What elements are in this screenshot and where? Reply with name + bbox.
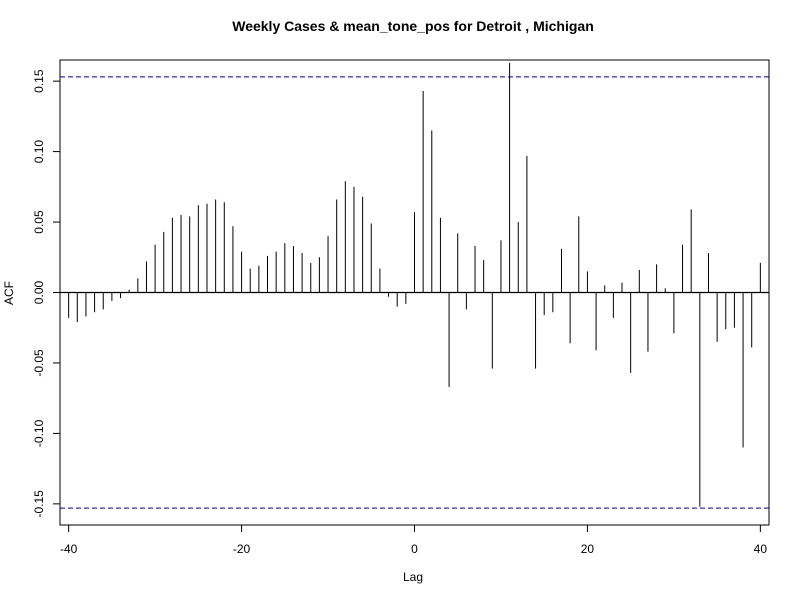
x-axis: -40 -20 0 20 40 [60,524,768,556]
y-tick-label: -0.15 [32,490,46,518]
x-tick-label: -20 [233,542,251,556]
x-tick-label: 0 [411,542,418,556]
confidence-bounds [60,76,769,509]
y-tick-label: 0.05 [32,210,46,234]
y-axis-label: ACF [2,281,16,305]
acf-bars [68,62,761,507]
x-tick-label: -40 [60,542,78,556]
y-axis: -0.15 -0.10 -0.05 0.00 0.05 0.10 0.15 [32,69,61,518]
y-tick-label: -0.10 [32,419,46,447]
chart-title: Weekly Cases & mean_tone_pos for Detroit… [232,18,594,34]
x-tick-label: 20 [581,542,595,556]
y-tick-label: 0.15 [32,69,46,93]
y-tick-label: 0.10 [32,140,46,164]
y-tick-label: 0.00 [32,280,46,304]
y-tick-label: -0.05 [32,349,46,377]
x-tick-label: 40 [754,542,768,556]
x-axis-label: Lag [403,570,423,584]
